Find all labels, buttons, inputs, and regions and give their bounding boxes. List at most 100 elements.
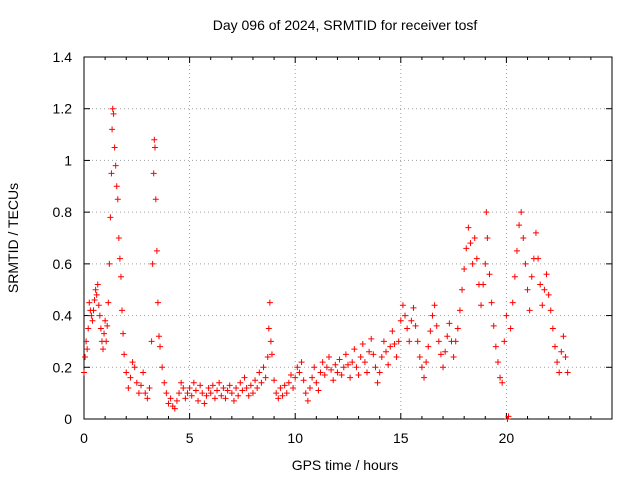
data-point <box>556 369 563 376</box>
data-point <box>482 260 489 267</box>
data-point <box>83 338 90 345</box>
data-point <box>205 384 212 391</box>
data-point <box>437 351 444 358</box>
data-point <box>254 384 261 391</box>
y-tick-label: 0.8 <box>53 204 73 220</box>
data-point <box>85 325 92 332</box>
data-point <box>249 390 256 397</box>
data-point <box>416 353 423 360</box>
data-point <box>111 144 118 151</box>
data-point <box>203 392 210 399</box>
data-point <box>473 255 480 262</box>
data-point <box>151 136 158 143</box>
data-point <box>220 384 227 391</box>
data-point <box>507 325 514 332</box>
data-point <box>252 377 259 384</box>
data-point <box>138 382 145 389</box>
data-point <box>564 369 571 376</box>
data-point <box>353 364 360 371</box>
data-point <box>497 374 504 381</box>
data-point <box>490 322 497 329</box>
data-point <box>325 353 332 360</box>
data-point <box>279 392 286 399</box>
data-point <box>391 341 398 348</box>
data-point <box>397 317 404 324</box>
data-point <box>442 348 449 355</box>
data-point <box>389 328 396 335</box>
data-point <box>108 170 115 177</box>
data-point <box>161 379 168 386</box>
data-point <box>467 240 474 247</box>
y-tick-label: 0 <box>64 411 72 427</box>
data-point <box>294 364 301 371</box>
data-point <box>149 260 156 267</box>
y-tick-label: 0.4 <box>53 308 73 324</box>
data-point <box>456 307 463 314</box>
data-point <box>207 390 214 397</box>
data-point <box>509 299 516 306</box>
data-point <box>95 302 102 309</box>
data-point <box>471 235 478 241</box>
data-point <box>558 348 565 355</box>
data-point <box>267 338 274 345</box>
data-point <box>311 364 318 371</box>
data-point <box>125 384 132 391</box>
data-point <box>167 395 174 402</box>
data-point <box>148 338 155 345</box>
data-point <box>262 374 269 381</box>
data-point <box>268 351 275 358</box>
y-tick-label: 1.2 <box>53 101 73 117</box>
data-point <box>104 322 111 329</box>
data-point <box>480 281 487 288</box>
data-point <box>209 382 216 389</box>
data-point <box>89 317 96 324</box>
data-point <box>151 144 158 151</box>
data-point <box>155 333 162 340</box>
data-point <box>100 346 107 353</box>
data-point <box>355 372 362 379</box>
x-axis-label: GPS time / hours <box>292 457 399 473</box>
data-point <box>171 405 178 412</box>
data-point <box>328 366 335 373</box>
data-point <box>109 105 116 112</box>
data-point <box>330 377 337 384</box>
data-point <box>113 183 120 190</box>
data-point <box>505 413 512 420</box>
data-point <box>410 304 417 311</box>
data-point <box>245 392 252 399</box>
x-tick-label: 0 <box>80 430 88 446</box>
data-point <box>296 369 303 376</box>
data-point <box>233 384 240 391</box>
data-point <box>465 224 472 231</box>
data-point <box>376 369 383 376</box>
data-point <box>129 359 136 366</box>
data-point <box>539 302 546 309</box>
data-point <box>106 260 113 267</box>
data-point <box>444 333 451 340</box>
data-point <box>107 214 114 221</box>
data-point <box>543 271 550 278</box>
data-point <box>366 348 373 355</box>
data-point <box>211 395 218 402</box>
data-point <box>545 291 552 298</box>
data-point <box>549 325 556 332</box>
x-tick-label: 5 <box>186 430 194 446</box>
data-point <box>218 392 225 399</box>
data-point <box>94 281 101 288</box>
data-point <box>323 364 330 371</box>
data-point <box>157 343 164 350</box>
data-point <box>317 369 324 376</box>
data-point <box>114 196 121 203</box>
data-point <box>429 312 436 319</box>
data-point <box>271 377 278 384</box>
data-point <box>421 374 428 381</box>
data-point <box>499 379 506 386</box>
data-point <box>290 384 297 391</box>
data-point <box>91 297 98 304</box>
data-point <box>300 377 307 384</box>
data-point <box>182 395 189 402</box>
data-point <box>357 353 364 360</box>
data-point <box>454 325 461 332</box>
data-point <box>199 390 206 397</box>
